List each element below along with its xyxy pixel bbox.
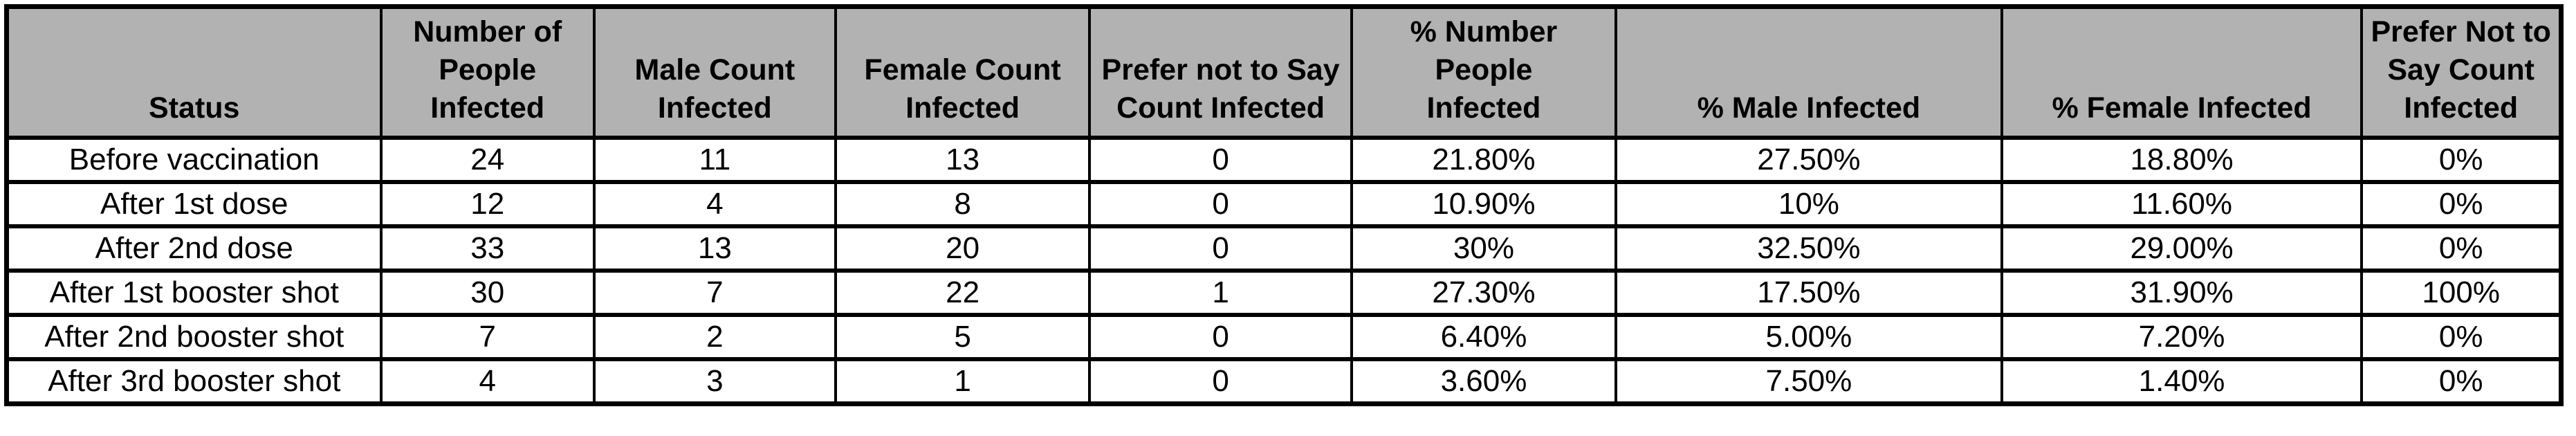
col-header-male-count-infected: Male Count Infected [592,4,837,140]
cell-prefer-not-say-count: 0 [1088,313,1353,361]
cell-female-count: 22 [834,269,1092,317]
cell-pct-number-infected: 6.40% [1350,313,1618,361]
cell-pct-male-infected: 27.50% [1614,136,2003,184]
cell-male-count: 3 [592,357,837,406]
cell-pct-female-infected: 29.00% [2000,224,2364,273]
cell-pct-male-infected: 17.50% [1614,269,2003,317]
cell-male-count: 7 [592,269,837,317]
cell-female-count: 8 [834,180,1092,228]
cell-prefer-not-say-count: 0 [1088,357,1353,406]
cell-prefer-not-say-pct: 0% [2360,224,2563,273]
cell-female-count: 1 [834,357,1092,406]
cell-number-infected: 24 [379,136,596,184]
col-header-female-count-infected: Female Count Infected [834,4,1092,140]
cell-prefer-not-say-pct: 0% [2360,136,2563,184]
cell-pct-male-infected: 32.50% [1614,224,2003,273]
cell-prefer-not-say-pct: 0% [2360,357,2563,406]
cell-female-count: 5 [834,313,1092,361]
cell-pct-female-infected: 31.90% [2000,269,2364,317]
cell-status: After 3rd booster shot [5,357,383,406]
cell-pct-number-infected: 27.30% [1350,269,1618,317]
cell-female-count: 13 [834,136,1092,184]
cell-pct-male-infected: 7.50% [1614,357,2003,406]
cell-pct-number-infected: 10.90% [1350,180,1618,228]
cell-pct-male-infected: 10% [1614,180,2003,228]
cell-pct-female-infected: 7.20% [2000,313,2364,361]
cell-status: After 2nd dose [5,224,383,273]
col-header-number-people-infected: Number of People Infected [379,4,596,140]
col-header-prefer-not-say-count-infected-pct: Prefer Not to Say Count Infected [2360,4,2563,140]
col-header-status: Status [5,4,383,140]
cell-number-infected: 4 [379,357,596,406]
cell-prefer-not-say-pct: 0% [2360,313,2563,361]
cell-pct-number-infected: 3.60% [1350,357,1618,406]
cell-number-infected: 33 [379,224,596,273]
table-row-after-1st-booster: After 1st booster shot 30 7 22 1 27.30% … [5,269,2563,317]
table-row-after-2nd-booster: After 2nd booster shot 7 2 5 0 6.40% 5.0… [5,313,2563,361]
cell-prefer-not-say-count: 0 [1088,224,1353,273]
cell-number-infected: 7 [379,313,596,361]
cell-pct-female-infected: 11.60% [2000,180,2364,228]
cell-pct-male-infected: 5.00% [1614,313,2003,361]
col-header-prefer-not-say-count-infected: Prefer not to Say Count Infected [1088,4,1353,140]
cell-prefer-not-say-pct: 0% [2360,180,2563,228]
infection-status-table: Status Number of People Infected Male Co… [4,4,2564,406]
col-header-pct-male-infected: % Male Infected [1614,4,2003,140]
cell-prefer-not-say-count: 1 [1088,269,1353,317]
cell-male-count: 2 [592,313,837,361]
cell-pct-number-infected: 21.80% [1350,136,1618,184]
cell-status: After 1st dose [5,180,383,228]
col-header-pct-female-infected: % Female Infected [2000,4,2364,140]
table-row-after-2nd-dose: After 2nd dose 33 13 20 0 30% 32.50% 29.… [5,224,2563,273]
cell-prefer-not-say-pct: 100% [2360,269,2563,317]
cell-pct-female-infected: 1.40% [2000,357,2364,406]
cell-male-count: 13 [592,224,837,273]
cell-pct-female-infected: 18.80% [2000,136,2364,184]
cell-number-infected: 12 [379,180,596,228]
cell-status: After 2nd booster shot [5,313,383,361]
table-row-before-vaccination: Before vaccination 24 11 13 0 21.80% 27.… [5,136,2563,184]
table-row-after-1st-dose: After 1st dose 12 4 8 0 10.90% 10% 11.60… [5,180,2563,228]
cell-prefer-not-say-count: 0 [1088,136,1353,184]
cell-male-count: 4 [592,180,837,228]
cell-number-infected: 30 [379,269,596,317]
cell-status: After 1st booster shot [5,269,383,317]
cell-prefer-not-say-count: 0 [1088,180,1353,228]
cell-male-count: 11 [592,136,837,184]
cell-pct-number-infected: 30% [1350,224,1618,273]
header-row: Status Number of People Infected Male Co… [5,4,2563,140]
cell-status: Before vaccination [5,136,383,184]
cell-female-count: 20 [834,224,1092,273]
table-row-after-3rd-booster: After 3rd booster shot 4 3 1 0 3.60% 7.5… [5,357,2563,406]
col-header-pct-number-people-infected: % Number People Infected [1350,4,1618,140]
